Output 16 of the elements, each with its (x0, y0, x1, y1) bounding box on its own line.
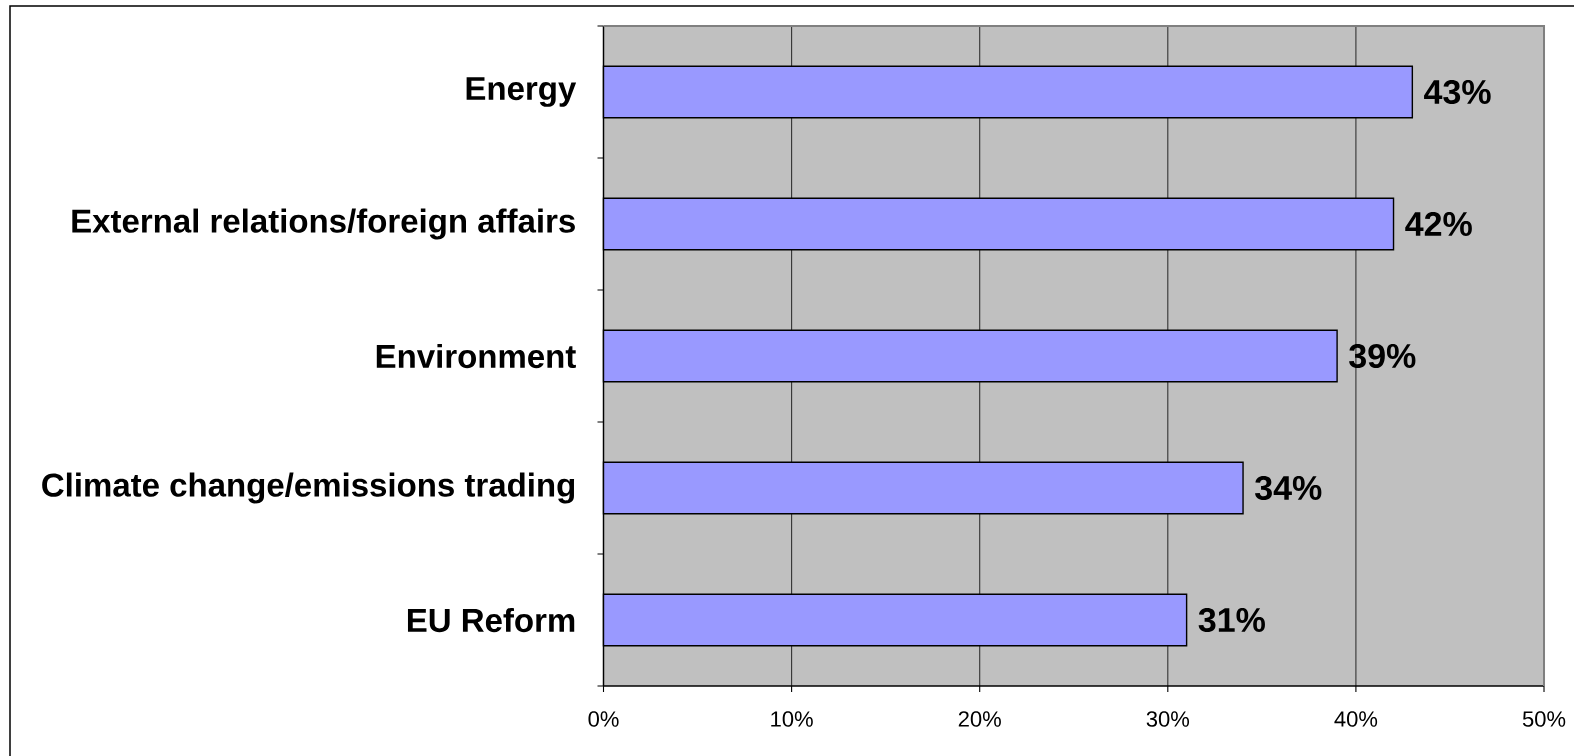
x-tick-label: 0% (588, 711, 619, 727)
x-tick-label: 50% (1522, 711, 1566, 727)
data-label: 39% (1349, 343, 1416, 369)
data-label: 31% (1198, 607, 1265, 633)
x-tick-label: 40% (1334, 711, 1378, 727)
data-label: 42% (1405, 212, 1472, 237)
y-tick-label: Energy (466, 77, 577, 107)
data-label: 34% (1255, 475, 1322, 501)
y-tick-label: Environment (376, 343, 576, 369)
x-tick-label: 20% (958, 711, 1001, 727)
x-tick-label: 10% (771, 711, 813, 727)
data-label: 43% (1424, 79, 1491, 105)
y-tick-label: EU Reform (407, 607, 575, 633)
x-tick-label: 30% (1146, 711, 1190, 727)
y-tick-label: External relations/foreign affairs (72, 208, 575, 240)
y-tick-label: Climate change/emissions trading (42, 472, 575, 504)
